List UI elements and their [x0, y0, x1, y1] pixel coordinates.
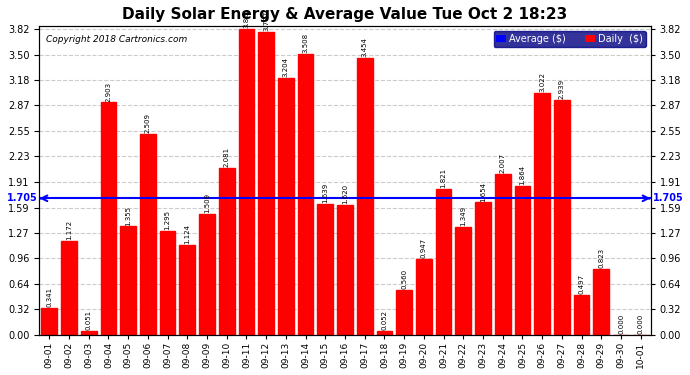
Bar [81, 331, 97, 335]
Legend: Average ($), Daily  ($): Average ($), Daily ($) [493, 31, 646, 46]
Text: 1.349: 1.349 [460, 206, 466, 226]
Bar [297, 54, 313, 335]
Text: 1.864: 1.864 [520, 165, 525, 185]
Bar [258, 32, 274, 335]
Text: 2.509: 2.509 [145, 113, 151, 133]
Text: 0.560: 0.560 [401, 269, 407, 289]
Bar [101, 102, 117, 335]
Text: 3.508: 3.508 [303, 33, 308, 53]
Text: 1.654: 1.654 [480, 182, 486, 202]
Text: Copyright 2018 Cartronics.com: Copyright 2018 Cartronics.com [46, 35, 187, 44]
Bar [573, 295, 589, 335]
Text: 2.903: 2.903 [106, 81, 111, 102]
Bar [278, 78, 294, 335]
Text: 1.124: 1.124 [184, 224, 190, 244]
Bar [593, 269, 609, 335]
Title: Daily Solar Energy & Average Value Tue Oct 2 18:23: Daily Solar Energy & Average Value Tue O… [122, 7, 568, 22]
Bar [61, 241, 77, 335]
Text: 0.823: 0.823 [598, 248, 604, 268]
Text: 0.051: 0.051 [86, 310, 92, 330]
Bar [337, 205, 353, 335]
Bar [120, 226, 136, 335]
Text: 2.007: 2.007 [500, 153, 506, 173]
Bar [357, 58, 373, 335]
Text: 1.639: 1.639 [322, 183, 328, 203]
Text: 1.705: 1.705 [653, 194, 683, 203]
Bar [317, 204, 333, 335]
Bar [396, 290, 412, 335]
Text: 0.052: 0.052 [382, 310, 387, 330]
Text: 1.172: 1.172 [66, 220, 72, 240]
Text: 3.454: 3.454 [362, 38, 368, 57]
Text: 3.022: 3.022 [539, 72, 545, 92]
Text: 1.355: 1.355 [125, 206, 131, 225]
Text: 3.787: 3.787 [263, 10, 269, 31]
Bar [534, 93, 550, 335]
Bar [140, 134, 156, 335]
Text: 3.204: 3.204 [283, 57, 289, 78]
Bar [515, 186, 531, 335]
Bar [475, 202, 491, 335]
Text: 0.497: 0.497 [579, 274, 584, 294]
Text: 0.341: 0.341 [46, 286, 52, 307]
Bar [159, 231, 175, 335]
Bar [179, 245, 195, 335]
Bar [41, 308, 57, 335]
Text: 1.509: 1.509 [204, 193, 210, 213]
Text: 0.000: 0.000 [618, 314, 624, 334]
Text: 1.705: 1.705 [7, 194, 37, 203]
Bar [416, 259, 432, 335]
Bar [435, 189, 451, 335]
Bar [219, 168, 235, 335]
Bar [199, 214, 215, 335]
Text: 0.000: 0.000 [638, 314, 644, 334]
Text: 2.939: 2.939 [559, 79, 565, 99]
Text: 0.947: 0.947 [421, 238, 427, 258]
Text: 2.081: 2.081 [224, 147, 230, 167]
Text: 3.821: 3.821 [244, 8, 249, 28]
Bar [239, 29, 255, 335]
Bar [495, 174, 511, 335]
Bar [455, 227, 471, 335]
Text: 1.821: 1.821 [441, 168, 446, 188]
Bar [554, 99, 570, 335]
Bar [377, 331, 393, 335]
Text: 1.295: 1.295 [165, 210, 170, 230]
Text: 1.620: 1.620 [342, 184, 348, 204]
